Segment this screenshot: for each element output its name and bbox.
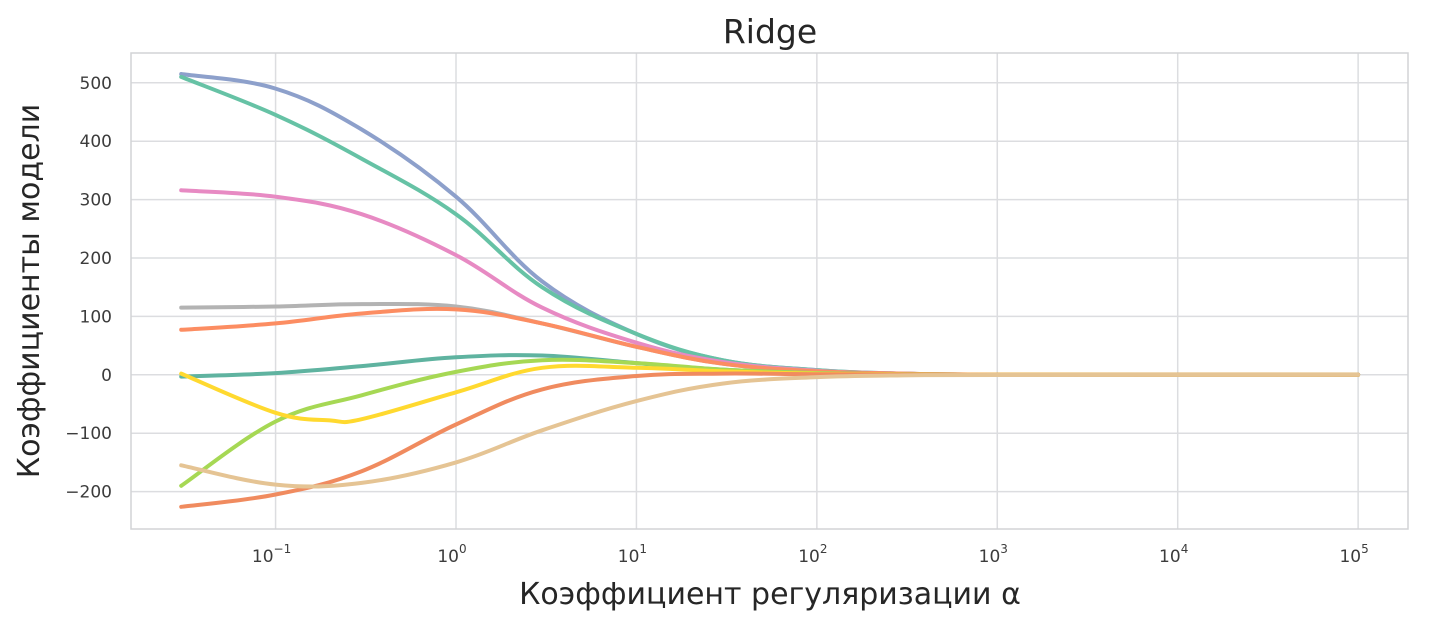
x-tick-exponent: 2 [820, 542, 828, 556]
x-tick-base: 10 [798, 547, 820, 567]
x-axis-label: Коэффициент регуляризации α [519, 577, 1021, 612]
y-tick-label: 500 [80, 74, 112, 94]
x-tick-base: 10 [252, 547, 274, 567]
series-line [179, 372, 1361, 489]
y-tick-label: −200 [65, 483, 112, 503]
x-tick-label: 100 [437, 542, 466, 567]
grid [131, 53, 1408, 529]
y-tick-label: 100 [80, 307, 112, 327]
x-tick-label: 105 [1339, 542, 1368, 567]
y-tick-labels: 500 400 300 200 100 0 −100 −200 [65, 74, 112, 503]
x-tick-label: 104 [1159, 542, 1188, 567]
x-tick-base: 10 [979, 547, 1001, 567]
x-tick-exponent: 0 [459, 542, 467, 556]
y-tick-label: −100 [65, 424, 112, 444]
series-line [179, 188, 1361, 377]
plot-area-frame [130, 52, 1409, 530]
x-tick-exponent: −1 [274, 542, 292, 556]
x-tick-base: 10 [618, 547, 640, 567]
chart-title: Ridge [723, 12, 817, 51]
series-lines [179, 72, 1361, 509]
x-tick-labels: 10−1 100 101 102 103 104 105 [252, 542, 1369, 567]
y-axis-label: Коэффициенты модели [12, 104, 47, 478]
x-tick-label: 101 [618, 542, 647, 567]
x-tick-exponent: 5 [1361, 542, 1369, 556]
y-tick-label: 200 [80, 249, 112, 269]
y-tick-label: 0 [101, 366, 112, 386]
x-tick-base: 10 [1159, 547, 1181, 567]
y-tick-label: 400 [80, 132, 112, 152]
x-tick-exponent: 4 [1181, 542, 1189, 556]
x-tick-base: 10 [1339, 547, 1361, 567]
x-tick-label: 102 [798, 542, 827, 567]
x-tick-exponent: 1 [639, 542, 647, 556]
x-tick-label: 10−1 [252, 542, 291, 567]
y-tick-label: 300 [80, 191, 112, 211]
series-line [179, 371, 1361, 509]
x-tick-label: 103 [979, 542, 1008, 567]
x-tick-exponent: 3 [1000, 542, 1008, 556]
series-line [179, 72, 1361, 377]
series-line [179, 74, 1361, 377]
x-tick-base: 10 [437, 547, 459, 567]
